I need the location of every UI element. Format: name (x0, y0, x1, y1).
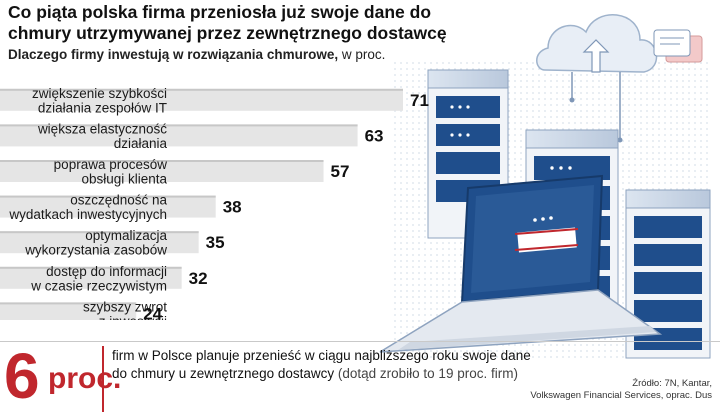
bar (0, 266, 182, 289)
callout-divider (102, 346, 104, 412)
bar (0, 160, 324, 182)
callout-text-main: firm w Polsce planuje przenieść w ciągu … (112, 348, 531, 381)
category-label: poprawa procesów obsługi klienta (54, 157, 168, 187)
bar (0, 231, 199, 254)
bar (0, 88, 403, 111)
callout-number: 6 (4, 340, 40, 412)
category-label: optymalizacja wykorzystania zasobów (24, 228, 167, 258)
category-label: dostęp do informacji w czasie rzeczywisty… (30, 264, 167, 294)
chart-title: Co piąta polska firma przeniosła już swo… (8, 2, 447, 43)
callout-unit: proc. (48, 362, 122, 395)
subtitle-bold: Dlaczego firmy inwestują w rozwiązania c… (8, 47, 339, 62)
callout-text-note: (dotąd zrobiło to 19 proc. firm) (334, 365, 518, 381)
category-label-line: dostęp do informacji (46, 264, 167, 279)
bar-chart: zwiększenie szybkości działania zespołów … (0, 86, 429, 320)
cloud-servers-illustration (379, 14, 711, 360)
category-label-line: poprawa procesów (54, 157, 168, 172)
cloud-icon (536, 14, 658, 143)
bar-edge (0, 88, 403, 91)
divider-line (0, 341, 720, 342)
category-label: szybszy zwrotz inwestycji (83, 299, 167, 320)
callout-text: firm w Polsce planuje przenieść w ciągu … (112, 347, 542, 382)
laptop-icon (379, 174, 663, 353)
bar (0, 302, 137, 320)
bar-edge (0, 302, 137, 305)
chart-subtitle: Dlaczego firmy inwestują w rozwiązania c… (8, 47, 385, 62)
source-line-1: Źródło: 7N, Kantar, (632, 378, 712, 389)
value-label: 63 (365, 126, 384, 145)
category-label-line: optymalizacja (85, 228, 167, 243)
category-label-line: wykorzystania zasobów (24, 243, 167, 258)
category-label-line: wydatkach inwestycyjnych (8, 207, 167, 222)
value-label: 57 (331, 162, 350, 181)
source-note: Źródło: 7N, Kantar, Volkswagen Financial… (482, 378, 712, 402)
category-label: oszczędność na wydatkach inwestycyjnych (8, 193, 167, 223)
source-line-2: Volkswagen Financial Services, oprac. Du… (530, 390, 712, 401)
value-label: 38 (223, 198, 242, 217)
value-label: 35 (206, 233, 225, 252)
bar-edge (0, 160, 324, 162)
category-label-line: w czasie rzeczywistym (30, 278, 167, 293)
subtitle-unit: w proc. (338, 47, 386, 62)
category-label-line: działania zespołów IT (38, 100, 167, 115)
bar-edge (0, 231, 199, 234)
category-label-line: większa elastyczność (37, 121, 167, 136)
bar-edge (0, 124, 358, 127)
bar (0, 124, 358, 147)
category-label: większa elastyczność działania (37, 121, 168, 150)
value-label: 32 (189, 269, 208, 288)
category-label-line: obsługi klienta (81, 172, 167, 187)
bar-edge (0, 195, 216, 198)
value-label: 71 (410, 91, 429, 110)
value-label: 24 (143, 304, 162, 320)
category-label-line: oszczędność na (70, 193, 167, 208)
category-label-line: działania (114, 136, 168, 151)
category-label-line: z inwestycji (99, 314, 167, 320)
chat-bubble-icon (653, 29, 703, 63)
category-label: zwiększenie szybkości działania zespołów … (32, 86, 167, 116)
category-label-line: zwiększenie szybkości (32, 86, 167, 101)
bar (0, 195, 216, 218)
category-label-line: szybszy zwrot (83, 299, 167, 314)
bar-edge (0, 266, 182, 269)
